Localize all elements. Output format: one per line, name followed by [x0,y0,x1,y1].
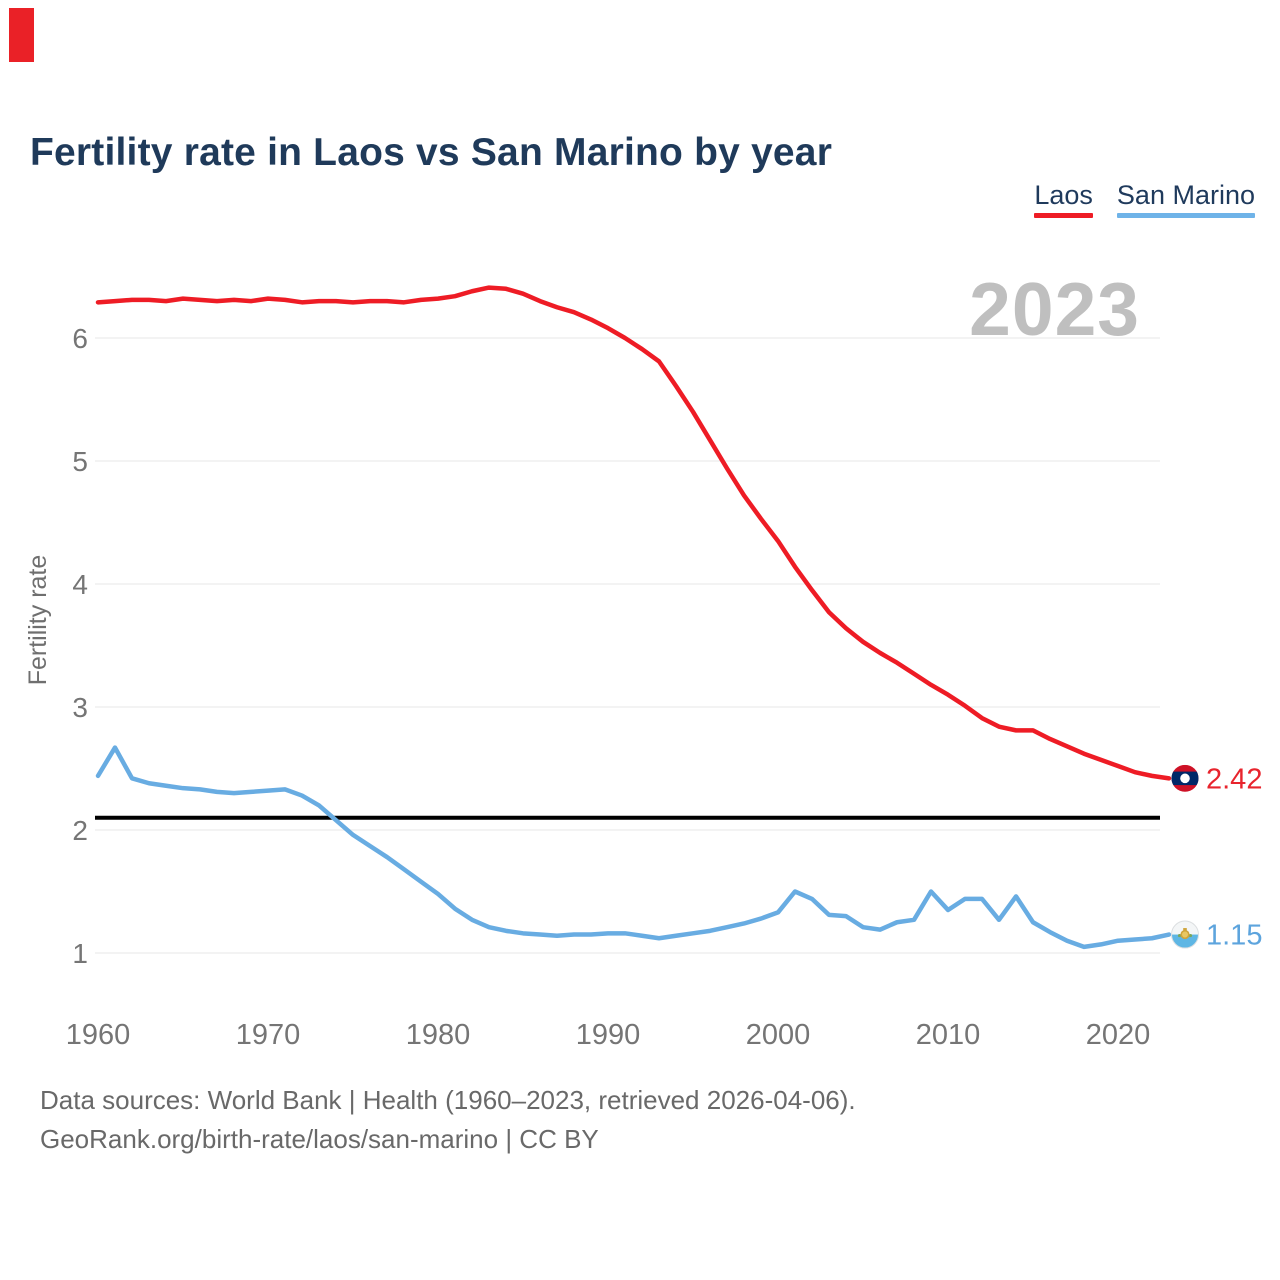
y-tick-3: 3 [72,692,88,723]
y-tick-4: 4 [72,569,88,600]
y-tick-1: 1 [72,938,88,969]
footer-sources: Data sources: World Bank | Health (1960–… [40,1085,856,1115]
y-tick-5: 5 [72,446,88,477]
y-tick-6: 6 [72,323,88,354]
legend-label-san-marino: San Marino [1116,180,1255,210]
x-tick-1970: 1970 [236,1019,301,1051]
san-marino-flag-icon [1171,921,1199,949]
chart-legend: Laos San Marino [1034,180,1255,219]
legend-item-laos[interactable]: Laos [1034,180,1093,219]
laos-line [95,285,1172,781]
screenshot-marker [9,8,34,62]
page-title: Fertility rate in Laos vs San Marino by … [30,131,833,175]
y-tick-2: 2 [72,815,88,846]
x-tick-1990: 1990 [576,1019,641,1051]
watermark-year: 2023 [969,267,1140,351]
footer: Data sources: World Bank | Health (1960–… [40,1081,856,1159]
x-tick-1980: 1980 [406,1019,471,1051]
legend-swatch-san-marino [1116,213,1255,219]
san-marino-line [95,745,1172,950]
y-axis-label: Fertility rate [24,555,52,686]
legend-swatch-laos [1034,213,1093,219]
x-tick-1960: 1960 [66,1019,131,1051]
legend-label-laos: Laos [1034,180,1093,210]
x-tick-2010: 2010 [916,1019,981,1051]
footer-attribution: GeoRank.org/birth-rate/laos/san-marino |… [40,1124,599,1154]
laos-end-value: 2.42 [1206,763,1262,795]
san-marino-end-value: 1.15 [1206,920,1262,952]
x-tick-2020: 2020 [1086,1019,1151,1051]
laos-flag-icon [1171,764,1199,792]
legend-item-san-marino[interactable]: San Marino [1116,180,1255,219]
x-tick-2000: 2000 [746,1019,811,1051]
